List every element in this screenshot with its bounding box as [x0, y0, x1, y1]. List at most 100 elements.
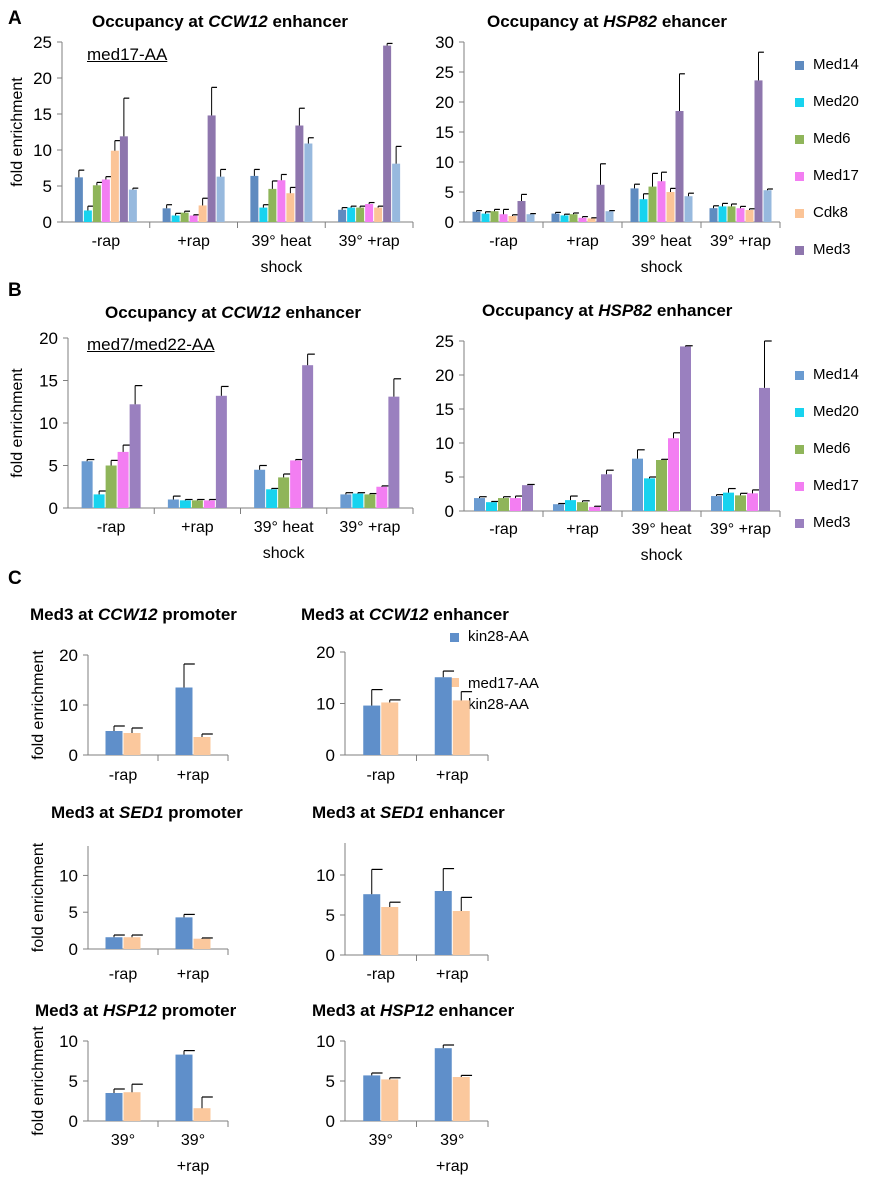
x-tick-label: -rap — [109, 966, 138, 983]
panel-letter-c: C — [8, 568, 22, 589]
bar-med17 — [203, 500, 215, 508]
x-tick-label: +rap — [181, 519, 214, 536]
bar-med17 — [189, 215, 198, 222]
bar-med6 — [105, 465, 117, 508]
bar-cdk8 — [110, 150, 119, 222]
bar-cdk8 — [374, 207, 383, 222]
bar-med17-aa-kin28-aa — [123, 1092, 141, 1121]
y-tick-label: 20 — [316, 643, 335, 662]
bar-med20 — [565, 500, 576, 511]
bar-med6 — [490, 211, 499, 222]
legend-label: Med17 — [813, 477, 859, 494]
bar-med14 — [472, 211, 481, 222]
x-tick-label: shock — [263, 545, 306, 562]
x-tick-label: -rap — [367, 966, 396, 983]
x-tick-label: -rap — [97, 519, 126, 536]
chart-title-c5: Med3 at HSP12 promoter — [35, 1001, 237, 1020]
x-tick-label: 39° — [111, 1132, 135, 1149]
bar-med17 — [117, 451, 129, 508]
legend-label: Med3 — [813, 241, 851, 258]
bar-med6 — [577, 502, 588, 511]
y-tick-label: 0 — [445, 213, 454, 232]
legend-swatch — [795, 61, 804, 70]
legend-label: Med14 — [813, 366, 859, 383]
panel-letter-a: A — [8, 8, 22, 29]
chart-c5: 0 5 10 fold enrichment 39° 39° +rap — [30, 1026, 229, 1175]
y-tick-label: 20 — [435, 93, 454, 112]
bar-med6 — [364, 494, 376, 508]
y-tick-label: 15 — [435, 123, 454, 142]
x-tick-label: 39° +rap — [710, 233, 771, 250]
chart-c3: 0 5 10 fold enrichment -rap +rap — [30, 842, 229, 983]
bar-med3 — [302, 365, 314, 508]
bar-med3 — [517, 201, 526, 222]
bar-series-6 — [684, 196, 693, 222]
bar-med3 — [522, 485, 533, 511]
chart-c6: 0 5 10 39° 39° +rap — [316, 1032, 489, 1175]
bar-series-6 — [128, 189, 137, 222]
bar-med3 — [675, 111, 684, 222]
bar-series-6 — [216, 176, 225, 222]
bar-med17 — [277, 180, 286, 222]
chart-title-a2: Occupancy at HSP82 ehancer — [487, 12, 728, 31]
chart-a2: 0 5 10 15 20 25 30 -rap +rap 39° heat shock 39° +ra… — [435, 33, 781, 276]
y-axis-label: fold enrichment — [30, 842, 47, 952]
legend-swatch — [795, 246, 804, 255]
bar-med14 — [340, 494, 352, 508]
bar-kin28-aa — [363, 705, 381, 755]
bar-series-6 — [763, 190, 772, 222]
bar-kin28-aa — [175, 917, 193, 949]
legend-label: Med20 — [813, 93, 859, 110]
bar-med17-aa-kin28-aa — [381, 1079, 399, 1121]
y-tick-label: 5 — [326, 906, 335, 925]
y-tick-label: 10 — [59, 1032, 78, 1051]
bar-med3 — [295, 125, 304, 222]
legend-swatch — [795, 408, 804, 417]
bar-med17-aa-kin28-aa — [452, 911, 470, 955]
x-tick-label: -rap — [489, 521, 518, 538]
y-tick-label: 20 — [435, 366, 454, 385]
chart-a1: 0 5 10 15 20 25 fold enrichment -rap +rap 39° hea… — [9, 33, 414, 276]
y-tick-label: 10 — [39, 414, 58, 433]
y-tick-label: 10 — [59, 696, 78, 715]
bar-med17 — [510, 498, 521, 511]
bar-med17 — [736, 208, 745, 222]
y-tick-label: 5 — [69, 1072, 78, 1091]
bar-med17 — [589, 506, 600, 511]
x-tick-label: -rap — [92, 233, 121, 250]
legend-c: kin28-AA med17-AA kin28-AA — [450, 628, 580, 718]
legend-label: kin28-AA — [468, 628, 529, 645]
bar-med20 — [352, 493, 364, 508]
chart-title-c4: Med3 at SED1 enhancer — [312, 803, 505, 822]
chart-title-c1: Med3 at CCW12 promoter — [30, 605, 237, 624]
bar-cdk8 — [198, 205, 207, 222]
y-tick-label: 25 — [435, 63, 454, 82]
bar-kin28-aa — [105, 731, 123, 755]
legend-b: Med14 Med20 Med6 Med17 Med3 — [795, 366, 869, 536]
bar-med14 — [338, 209, 347, 222]
bar-kin28-aa — [105, 937, 123, 949]
bar-med6 — [656, 460, 667, 511]
bar-med17-aa-kin28-aa — [381, 907, 399, 955]
y-tick-label: 10 — [435, 153, 454, 172]
x-tick-label: 39° +rap — [339, 519, 400, 536]
chart-title-b1: Occupancy at CCW12 enhancer — [105, 303, 362, 322]
bar-med14 — [162, 208, 171, 222]
chart-title-c2: Med3 at CCW12 enhancer — [301, 605, 509, 624]
bar-med20 — [486, 502, 497, 511]
bar-kin28-aa — [175, 1054, 193, 1121]
y-tick-label: 15 — [435, 400, 454, 419]
x-tick-label: 39° heat — [632, 521, 692, 538]
bar-kin28-aa — [434, 677, 452, 755]
bar-med6 — [92, 185, 101, 222]
legend-swatch — [450, 633, 459, 642]
bar-med17 — [499, 214, 508, 222]
chart-title-c6: Med3 at HSP12 enhancer — [312, 1001, 515, 1020]
bar-med6 — [569, 214, 578, 222]
bar-med14 — [632, 458, 643, 511]
bar-med17-aa-kin28-aa — [193, 737, 211, 755]
legend-swatch — [795, 209, 804, 218]
legend-swatch — [795, 172, 804, 181]
bar-med20 — [179, 500, 191, 508]
